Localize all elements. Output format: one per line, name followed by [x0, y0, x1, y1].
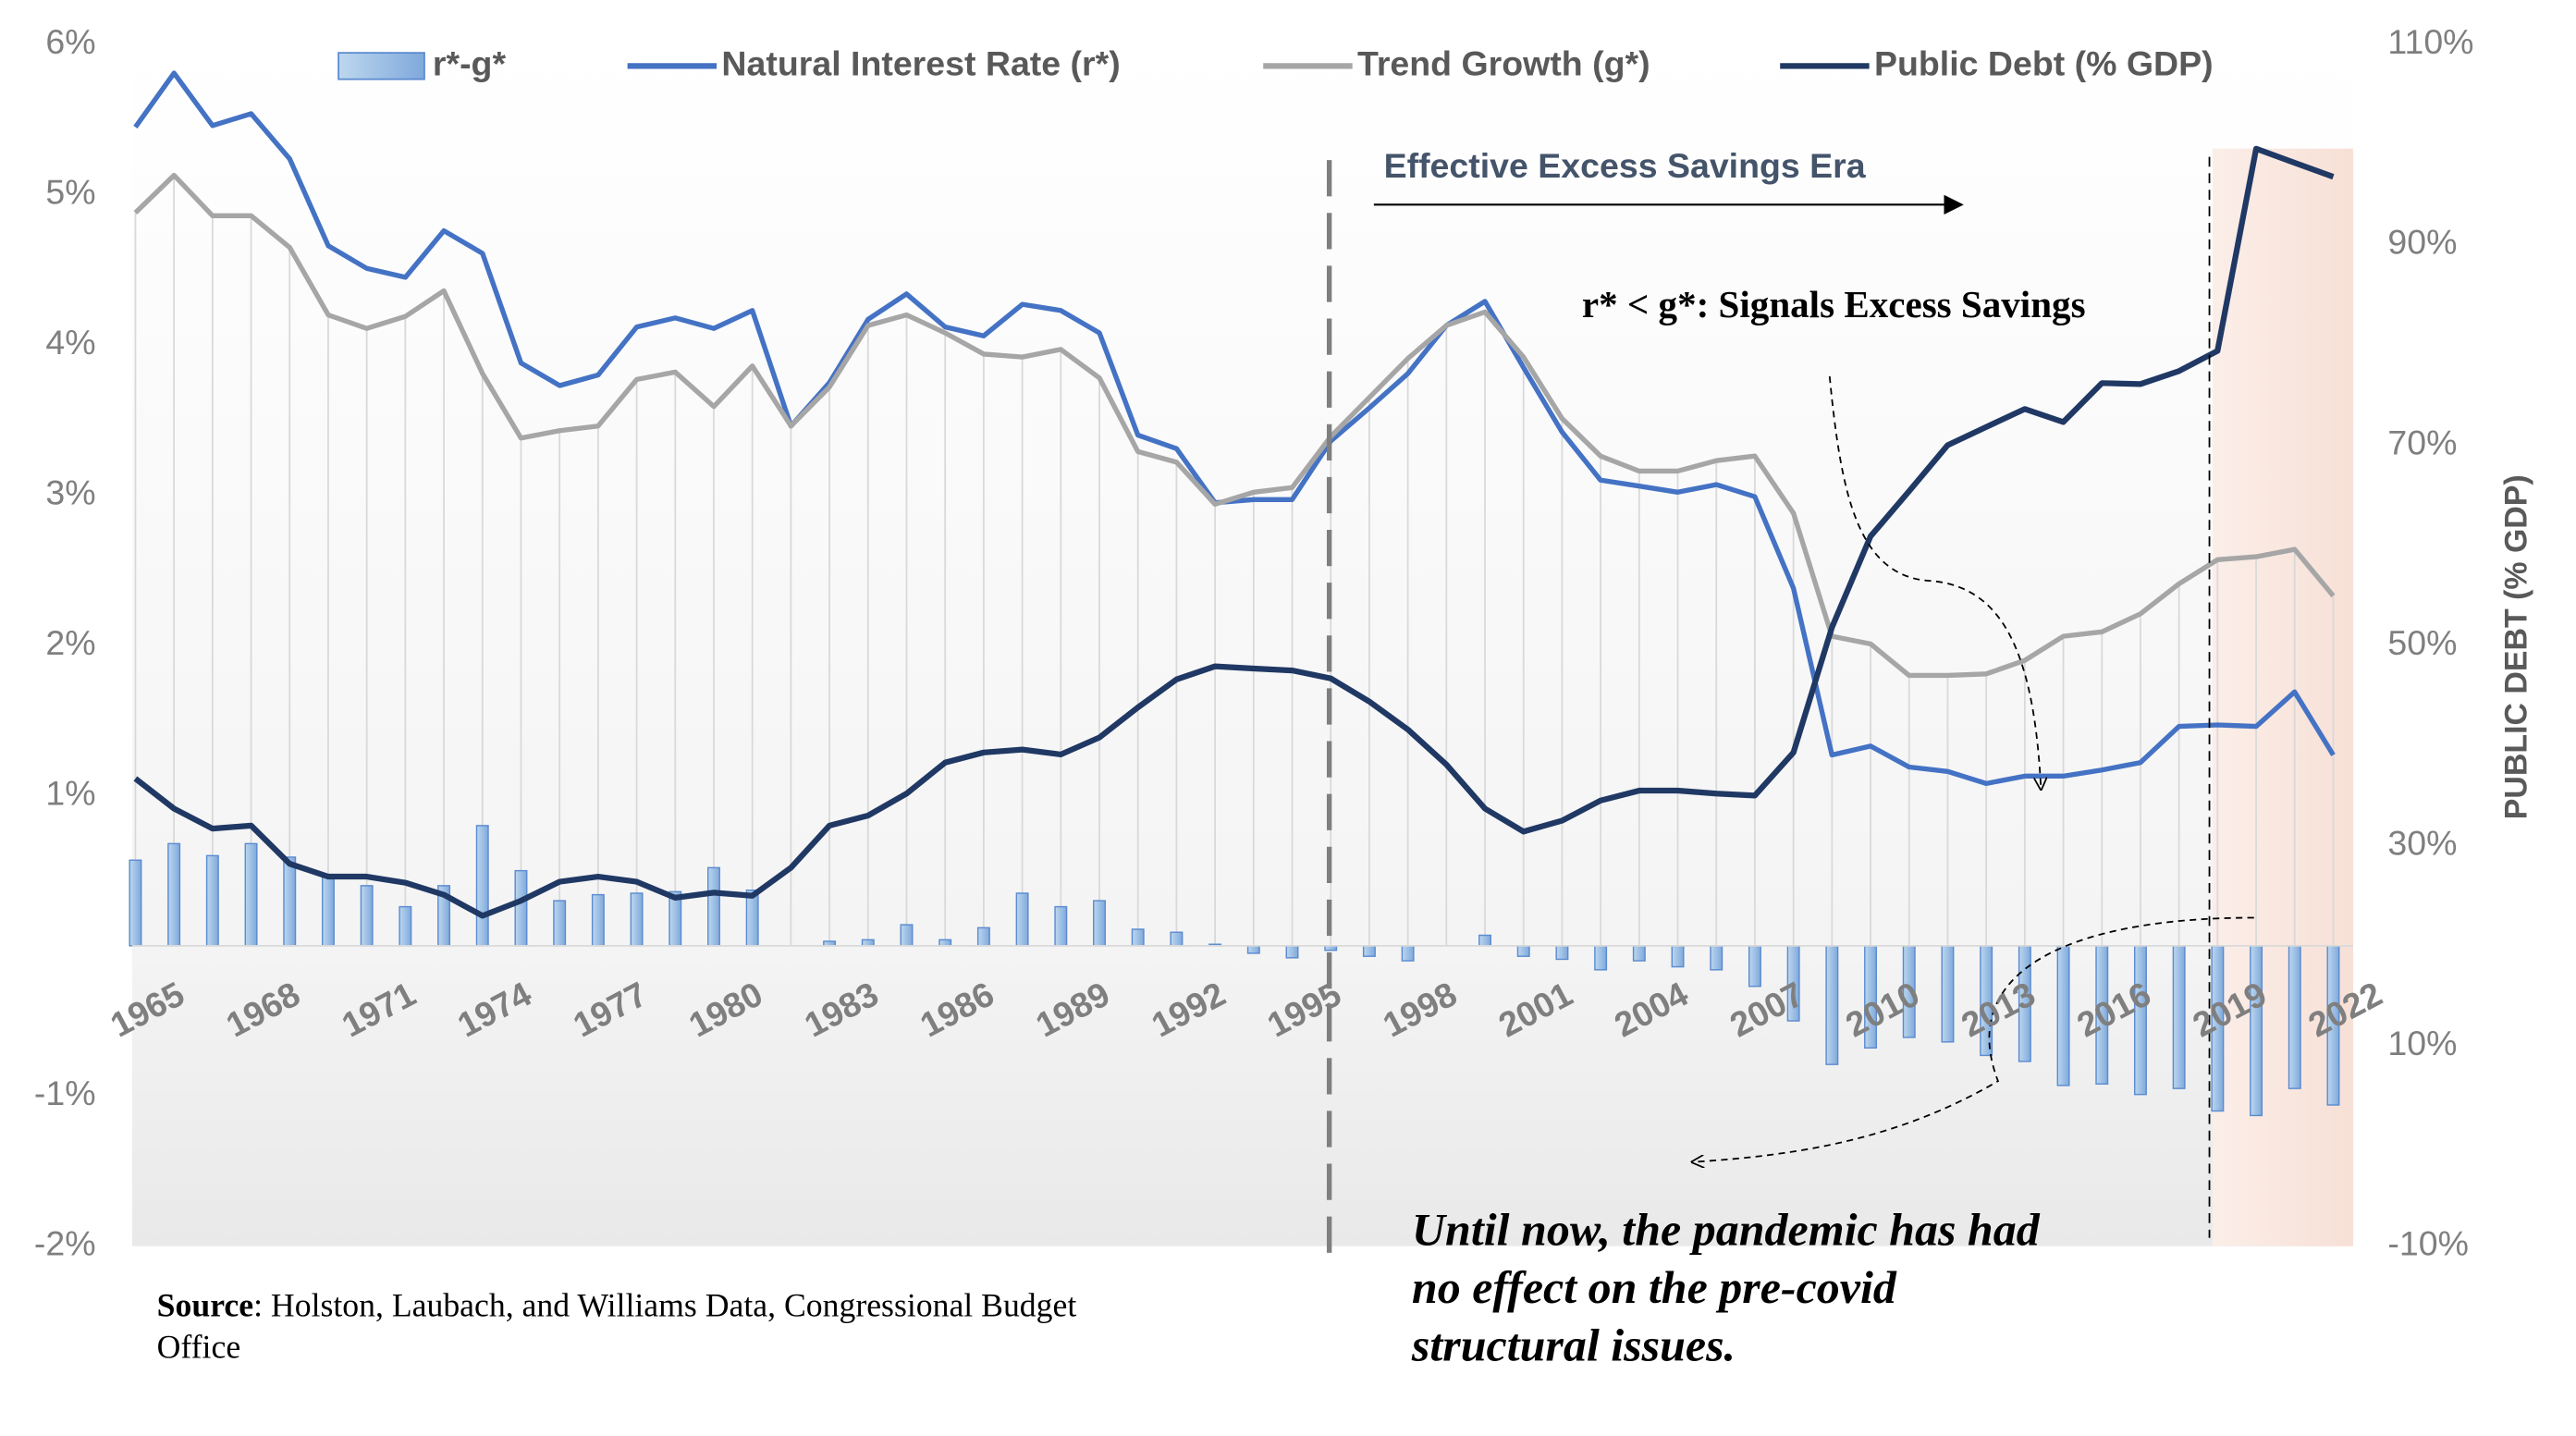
bar: [553, 900, 567, 947]
bar: [1401, 945, 1415, 962]
source-label: Source: [157, 1287, 253, 1324]
y2-tick-label: -10%: [2387, 1224, 2469, 1263]
bar: [1632, 945, 1646, 962]
source-text: : Holston, Laubach, and Williams Data, C…: [253, 1287, 1076, 1324]
bar: [283, 856, 297, 947]
bar: [591, 893, 605, 947]
signal-annotation: r* < g*: Signals Excess Savings: [1582, 283, 2086, 325]
line-series: [133, 145, 2335, 919]
bar: [1285, 945, 1299, 959]
bar: [1594, 945, 1608, 971]
bar: [1131, 928, 1145, 947]
bar: [1478, 934, 1491, 947]
marks: [129, 70, 2353, 1117]
y2-tick-label: 110%: [2387, 22, 2473, 61]
legend-swatch: [337, 52, 425, 80]
bar: [630, 892, 644, 947]
bar: [399, 905, 412, 947]
bar: [900, 924, 914, 947]
pandemic-annotation: Until now, the pandemic has had: [1412, 1204, 2041, 1256]
y-tick-label: 4%: [45, 323, 95, 362]
bar: [1015, 892, 1029, 947]
bar: [321, 876, 335, 947]
y-tick-label: 6%: [45, 22, 95, 61]
y2-axis-title: PUBLIC DEBT (% GDP): [2498, 474, 2533, 819]
bar: [475, 825, 489, 947]
bar: [1054, 905, 1068, 947]
y2-tick-label: 30%: [2387, 823, 2457, 862]
y2-tick-label: 70%: [2387, 423, 2457, 461]
bar: [1362, 945, 1376, 957]
bar: [2288, 945, 2301, 1089]
bar: [514, 869, 528, 947]
bar: [167, 842, 181, 947]
era-annotation: Effective Excess Savings Era: [1384, 146, 1867, 185]
bar: [1710, 945, 1723, 971]
bar: [707, 866, 720, 947]
bar: [2172, 945, 2186, 1089]
bar: [1246, 945, 1260, 954]
y-tick-label: -2%: [34, 1224, 96, 1263]
bar: [1825, 945, 1839, 1065]
y-tick-label: 5%: [45, 173, 95, 212]
bar: [1941, 945, 1955, 1043]
legend-label: r*-g*: [433, 43, 507, 82]
y2-tick-label: 90%: [2387, 223, 2457, 262]
bar: [1671, 945, 1685, 968]
pandemic-annotation: structural issues.: [1411, 1319, 1736, 1371]
bar: [2056, 945, 2070, 1086]
y-tick-label: 3%: [45, 473, 95, 511]
bar: [1748, 945, 1761, 988]
pandemic-annotation: no effect on the pre-covid: [1412, 1261, 1897, 1313]
bar: [129, 859, 142, 947]
y-tick-label: 2%: [45, 623, 95, 662]
bar: [861, 939, 875, 947]
bar: [360, 885, 374, 947]
y-tick-label: -1%: [34, 1074, 96, 1112]
source: Source: Holston, Laubach, and Williams D…: [157, 1287, 1077, 1324]
bar: [1516, 945, 1530, 957]
bar: [2133, 945, 2147, 1096]
bar: [2250, 945, 2263, 1117]
y2-tick-label: 50%: [2387, 623, 2457, 662]
bar: [938, 939, 952, 947]
bar: [1170, 931, 1184, 947]
source-text: Office: [157, 1328, 241, 1365]
plot-background: [131, 44, 2353, 1246]
line-series: [133, 70, 2336, 787]
y-tick-label: 1%: [45, 773, 95, 812]
bar: [976, 927, 990, 947]
legend-label: Public Debt (% GDP): [1874, 43, 2214, 82]
legend-label: Trend Growth (g*): [1357, 43, 1650, 82]
bar: [244, 842, 258, 947]
y2-tick-label: 10%: [2387, 1024, 2457, 1062]
bar: [205, 854, 219, 947]
bar: [1093, 900, 1106, 947]
line-series: [133, 172, 2336, 679]
bar: [1555, 945, 1569, 961]
legend-label: Natural Interest Rate (r*): [721, 43, 1120, 82]
